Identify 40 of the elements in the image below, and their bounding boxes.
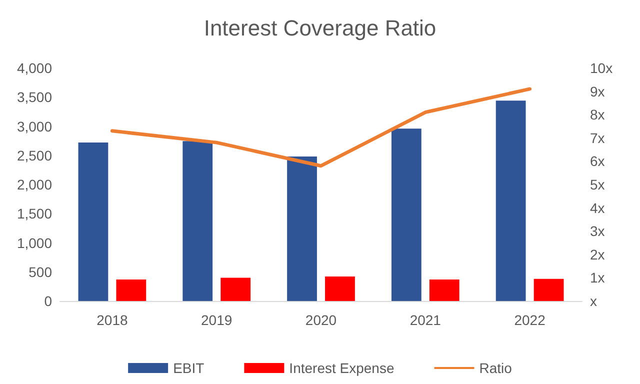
legend-label: EBIT (173, 360, 205, 376)
bar (220, 278, 251, 301)
y-tick-label: 1,500 (16, 206, 52, 222)
y2-tick-label: 1x (590, 270, 605, 286)
legend-label: Interest Expense (289, 360, 394, 376)
y2-tick-label: 8x (590, 106, 605, 123)
bar (429, 279, 460, 301)
y-tick-label: 2,500 (16, 147, 52, 164)
x-tick-label: 2020 (305, 312, 337, 328)
y2-tick-label: 10x (590, 60, 613, 76)
bar (287, 156, 317, 301)
bar (78, 142, 108, 301)
bar (391, 128, 422, 301)
y2-tick-label: 6x (590, 153, 605, 170)
x-tick-label: 2018 (96, 312, 128, 328)
y-tick-label: 1,000 (16, 234, 52, 251)
y2-tick-label: 5x (590, 176, 605, 192)
y-tick-label: 2,000 (16, 176, 52, 192)
y2-tick-label: x (590, 293, 597, 309)
legend-label: Ratio (479, 360, 512, 376)
y-tick-label: 3,000 (16, 118, 52, 134)
y2-tick-label: 2x (590, 246, 605, 262)
bar (496, 100, 526, 301)
y2-tick-label: 4x (590, 200, 605, 216)
y2-tick-label: 3x (590, 223, 605, 240)
y-tick-label: 500 (28, 264, 52, 280)
line-series (110, 87, 532, 168)
x-tick-label: 2021 (410, 312, 442, 328)
x-tick-label: 2019 (201, 312, 232, 328)
bar (116, 279, 146, 301)
x-tick-label: 2022 (514, 312, 546, 328)
y2-tick-label: 9x (590, 83, 605, 100)
y-tick-label: 0 (44, 293, 52, 309)
bar (325, 276, 355, 301)
y-tick-label: 3,500 (16, 89, 52, 106)
y2-tick-label: 7x (590, 130, 605, 146)
bar (534, 278, 564, 301)
chart-title: Interest Coverage Ratio (204, 16, 436, 40)
y-tick-label: 4,000 (16, 60, 52, 76)
bar (182, 141, 213, 301)
